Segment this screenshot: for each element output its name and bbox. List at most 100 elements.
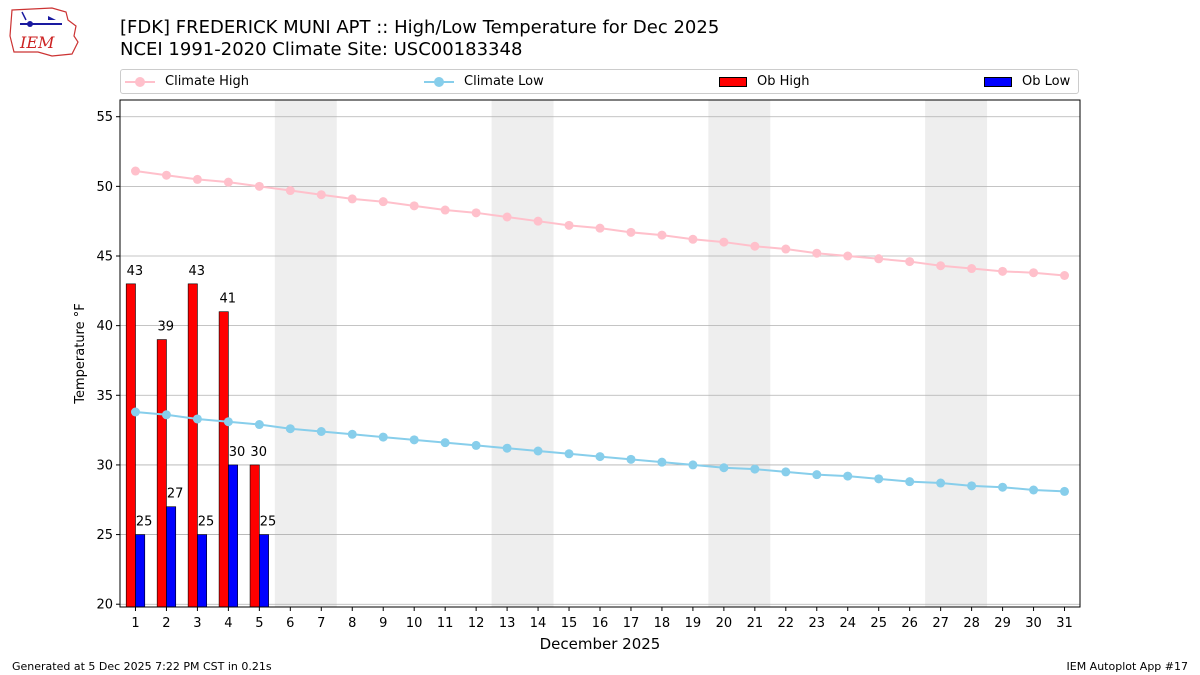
point-climate-high: [471, 208, 481, 218]
legend-swatch-ob-low: [984, 76, 1012, 87]
x-tick-label: 27: [932, 616, 949, 631]
x-tick-label: 23: [809, 616, 826, 631]
point-climate-high: [378, 197, 388, 207]
legend-label-climate-high: Climate High: [165, 74, 250, 89]
x-tick-label: 7: [317, 616, 325, 631]
legend-swatch-ob-high: [719, 76, 747, 87]
x-tick-label: 15: [561, 616, 578, 631]
data-label-ob-low: 25: [260, 515, 277, 530]
x-tick-label: 16: [592, 616, 609, 631]
point-climate-high: [595, 223, 605, 233]
weekend-band: [708, 100, 771, 607]
point-climate-high: [533, 216, 543, 226]
point-climate-high: [347, 194, 357, 204]
x-tick-label: 9: [379, 616, 387, 631]
point-climate-low: [471, 440, 481, 450]
point-climate-high: [1060, 271, 1070, 280]
point-climate-low: [998, 482, 1008, 492]
legend: Climate High Climate Low Ob High Ob Low: [120, 69, 1079, 94]
data-label-ob-high: 41: [219, 292, 236, 307]
point-climate-high: [843, 251, 853, 261]
legend-swatch-climate-low: [424, 75, 454, 89]
data-label-ob-high: 43: [127, 264, 144, 279]
legend-item-climate-high: Climate High: [125, 74, 249, 89]
x-tick-label: 13: [499, 616, 516, 631]
x-tick-label: 6: [286, 616, 294, 631]
x-tick-label: 10: [406, 616, 423, 631]
point-climate-low: [812, 470, 822, 480]
point-climate-low: [316, 427, 326, 436]
weekend-band: [274, 100, 337, 607]
point-climate-high: [409, 201, 419, 211]
x-tick-label: 19: [685, 616, 702, 631]
point-climate-low: [843, 471, 853, 481]
x-tick-label: 2: [162, 616, 170, 631]
y-tick-label: 30: [96, 458, 113, 473]
x-tick-label: 24: [839, 616, 856, 631]
bar-ob-low: [259, 534, 269, 608]
point-climate-high: [750, 241, 760, 251]
x-tick-label: 26: [901, 616, 918, 631]
bar-ob-high: [249, 464, 260, 608]
point-climate-low: [781, 467, 791, 477]
x-tick-label: 18: [654, 616, 671, 631]
point-climate-high: [657, 230, 667, 240]
point-climate-low: [502, 443, 512, 453]
point-climate-high: [967, 264, 977, 274]
y-axis-label: Temperature °F: [73, 303, 88, 404]
point-climate-high: [719, 237, 729, 247]
point-climate-high: [440, 205, 450, 215]
point-climate-low: [967, 481, 977, 491]
legend-item-climate-low: Climate Low: [424, 74, 544, 89]
x-tick-label: 29: [994, 616, 1011, 631]
legend-item-ob-high: Ob High: [719, 74, 810, 89]
y-tick-label: 45: [96, 250, 113, 265]
data-label-ob-low: 25: [198, 515, 215, 530]
point-climate-high: [223, 177, 233, 187]
point-climate-high: [781, 244, 791, 254]
point-climate-low: [626, 454, 636, 464]
data-label-ob-low: 30: [229, 445, 246, 460]
legend-swatch-climate-high: [125, 75, 155, 89]
point-climate-low: [657, 457, 667, 467]
chart-subtitle: NCEI 1991-2020 Climate Site: USC00183348: [120, 39, 523, 60]
x-tick-label: 1: [131, 616, 139, 631]
bar-ob-low: [166, 506, 177, 608]
point-climate-low: [192, 414, 202, 424]
point-climate-low: [874, 474, 884, 484]
point-climate-low: [719, 463, 729, 473]
point-climate-low: [936, 478, 946, 488]
legend-label-climate-low: Climate Low: [464, 74, 544, 89]
point-climate-high: [936, 261, 946, 271]
point-climate-low: [440, 438, 450, 448]
x-tick-label: 22: [778, 616, 795, 631]
point-climate-high: [564, 220, 574, 230]
data-label-ob-high: 43: [189, 264, 206, 279]
point-climate-low: [130, 407, 140, 417]
point-climate-low: [254, 420, 264, 430]
point-climate-low: [564, 449, 574, 459]
point-climate-high: [688, 234, 698, 244]
point-climate-low: [161, 410, 171, 420]
x-tick-label: 12: [468, 616, 485, 631]
point-climate-high: [130, 166, 140, 176]
logo-text: IEM: [19, 33, 55, 52]
point-climate-high: [1029, 268, 1039, 278]
x-tick-label: 14: [530, 616, 547, 631]
point-climate-low: [905, 477, 915, 487]
point-climate-low: [409, 435, 419, 445]
point-climate-high: [812, 248, 822, 258]
y-tick-label: 35: [96, 389, 113, 404]
point-climate-high: [161, 170, 171, 180]
legend-label-ob-high: Ob High: [757, 74, 810, 89]
y-tick-label: 20: [96, 598, 113, 613]
y-tick-label: 55: [96, 110, 113, 125]
y-tick-label: 25: [96, 528, 113, 543]
point-climate-high: [905, 257, 915, 267]
x-tick-label: 3: [193, 616, 201, 631]
bar-ob-low: [135, 534, 146, 608]
x-tick-label: 4: [224, 616, 232, 631]
point-climate-high: [874, 254, 884, 264]
point-climate-high: [285, 186, 295, 196]
